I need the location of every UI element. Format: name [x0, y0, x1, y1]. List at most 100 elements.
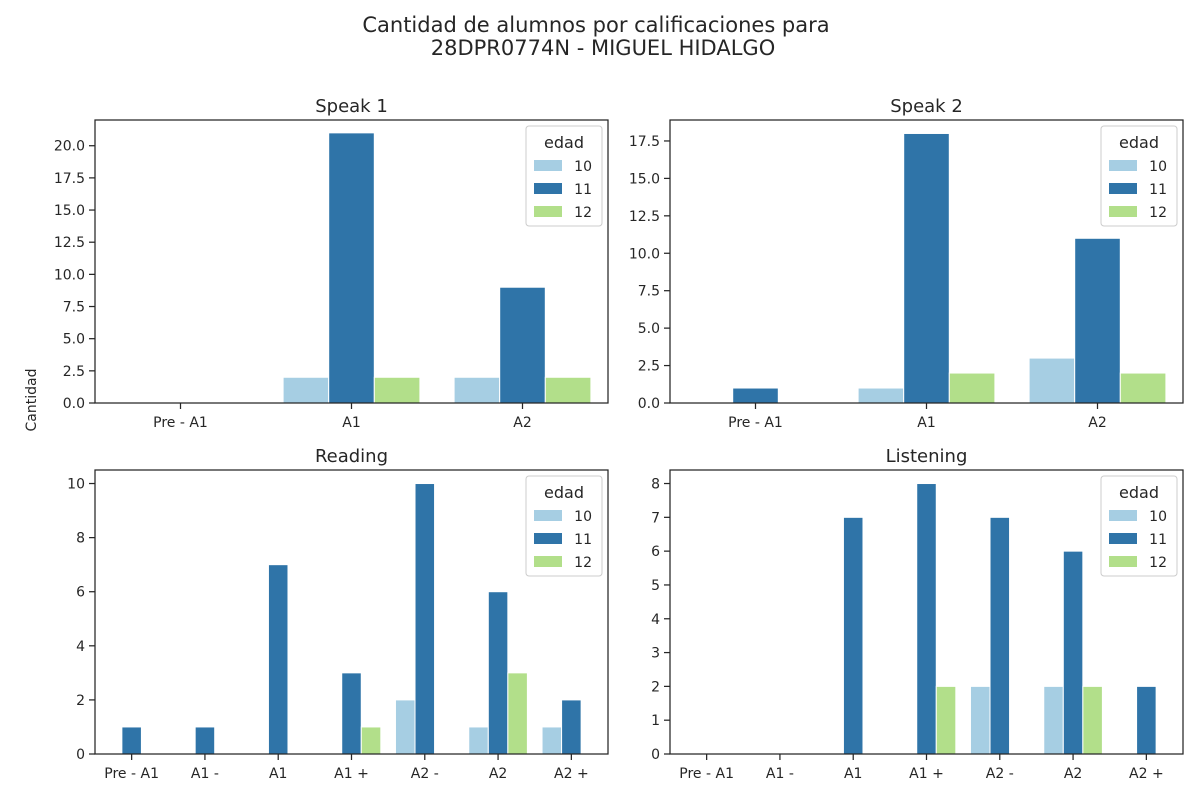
y-tick-label: 8 [651, 477, 660, 493]
bar-a2-edad-10 [453, 376, 501, 404]
y-tick-label: 10.0 [54, 267, 85, 283]
x-tick-label-a2: A2 [489, 766, 507, 782]
x-tick-label-a2: A2 [513, 415, 531, 431]
y-tick-label: 20.0 [54, 139, 85, 155]
bar-pre-a1-edad-11 [732, 387, 779, 404]
bar-a2-edad-10 [468, 726, 489, 755]
legend-swatch-11 [534, 533, 562, 544]
bar-a2-edad-11 [1074, 237, 1121, 404]
x-tick-label-a1: A1 + [909, 766, 944, 782]
y-tick-label: 5 [651, 578, 660, 594]
legend-swatch-10 [534, 510, 562, 521]
x-tick-label-a2: A2 + [554, 766, 589, 782]
legend-label-11: 11 [1149, 182, 1167, 198]
y-tick-label: 0.0 [63, 396, 85, 412]
x-tick-label-a1: A1 + [334, 766, 369, 782]
y-tick-label: 4 [651, 612, 660, 628]
subplot-title: Speak 2 [890, 96, 963, 117]
bar-a1-edad-12 [948, 372, 996, 404]
y-tick-label: 6 [76, 585, 85, 601]
y-tick-label: 7.5 [63, 300, 85, 316]
subplot-title: Listening [886, 446, 968, 467]
bar-a1-edad-11 [341, 672, 362, 755]
bar-a2-edad-12 [1119, 372, 1167, 404]
x-tick-label-a2: A2 + [1129, 766, 1164, 782]
subplot-title: Speak 1 [315, 96, 388, 117]
figure-title-line2: 28DPR0774N - MIGUEL HIDALGO [431, 36, 775, 60]
bar-a2-edad-11 [1062, 550, 1084, 755]
y-tick-label: 0 [76, 747, 85, 763]
y-tick-label: 6 [651, 544, 660, 560]
x-tick-label-a2: A2 [1088, 415, 1106, 431]
x-tick-label-pre-a1: Pre - A1 [153, 415, 208, 431]
subplot-title: Reading [315, 446, 388, 467]
x-tick-label-a1: A1 [342, 415, 360, 431]
bar-a2-edad-10 [541, 726, 563, 755]
y-tick-label: 7.5 [638, 284, 660, 300]
y-tick-label: 2.5 [638, 359, 660, 375]
bar-a2-edad-12 [507, 672, 528, 755]
x-tick-label-pre-a1: Pre - A1 [104, 766, 159, 782]
bar-a1-edad-11 [194, 726, 216, 755]
legend-swatch-11 [1109, 183, 1137, 194]
y-tick-label: 8 [76, 531, 85, 547]
figure-title-line1: Cantidad de alumnos por calificaciones p… [362, 13, 829, 37]
y-axis-label: Cantidad [24, 369, 40, 432]
legend-label-10: 10 [1149, 159, 1167, 175]
legend-title: edad [1119, 133, 1159, 152]
y-tick-label: 0 [651, 747, 660, 763]
panel-reading: Reading 0 2 4 6 8 10 Pre - A1 A1 - A1 A1 + A2 - A2 A2… [67, 446, 609, 782]
bar-a1-edad-12 [360, 726, 382, 755]
bar-a2-edad-11 [414, 483, 436, 755]
legend-box [525, 125, 603, 227]
bar-a1-edad-11 [916, 483, 937, 755]
y-tick-label: 1 [651, 713, 660, 729]
legend-label-10: 10 [574, 509, 592, 525]
y-tick-label: 0.0 [638, 396, 660, 412]
legend-box [1100, 125, 1178, 227]
legend-label-10: 10 [574, 159, 592, 175]
bar-a1-edad-11 [267, 564, 289, 755]
y-tick-label: 12.5 [629, 209, 660, 225]
bar-a2-edad-10 [394, 699, 416, 755]
legend-swatch-12 [534, 556, 562, 567]
legend-swatch-10 [534, 160, 562, 171]
legend-title: edad [544, 133, 584, 152]
bar-a2-edad-11 [487, 591, 509, 755]
legend: edad 10 11 12 [525, 475, 603, 577]
bar-a2-edad-10 [1043, 685, 1064, 755]
y-tick-label: 2 [76, 693, 85, 709]
bar-a2-edad-10 [969, 685, 991, 755]
legend: edad 10 11 12 [525, 125, 603, 227]
legend-box [1100, 475, 1178, 577]
legend-label-12: 12 [1149, 555, 1167, 571]
legend-swatch-10 [1109, 160, 1137, 171]
bar-a2-edad-12 [1082, 685, 1103, 755]
bar-a2-edad-11 [561, 699, 582, 755]
bar-a2-edad-12 [544, 376, 592, 404]
y-tick-label: 15.0 [54, 203, 85, 219]
x-tick-label-a1: A1 [917, 415, 935, 431]
legend-label-12: 12 [574, 205, 592, 221]
bar-a1-edad-12 [935, 685, 957, 755]
bar-a1-edad-12 [373, 376, 421, 404]
y-tick-label: 10 [67, 477, 85, 493]
legend-label-12: 12 [574, 555, 592, 571]
bar-a1-edad-11 [903, 132, 950, 404]
bar-pre-a1-edad-11 [121, 726, 142, 755]
bar-a2-edad-11 [499, 286, 546, 404]
x-tick-label-a1: A1 - [766, 766, 794, 782]
legend: edad 10 11 12 [1100, 475, 1178, 577]
legend-label-10: 10 [1149, 509, 1167, 525]
y-tick-label: 3 [651, 646, 660, 662]
bar-a2-edad-10 [1028, 357, 1076, 404]
legend-title: edad [544, 483, 584, 502]
legend: edad 10 11 12 [1100, 125, 1178, 227]
legend-swatch-11 [1109, 533, 1137, 544]
y-tick-label: 10.0 [629, 246, 660, 262]
x-tick-label-pre-a1: Pre - A1 [679, 766, 734, 782]
y-tick-label: 17.5 [629, 134, 660, 150]
legend-box [525, 475, 603, 577]
legend-label-11: 11 [574, 182, 592, 198]
